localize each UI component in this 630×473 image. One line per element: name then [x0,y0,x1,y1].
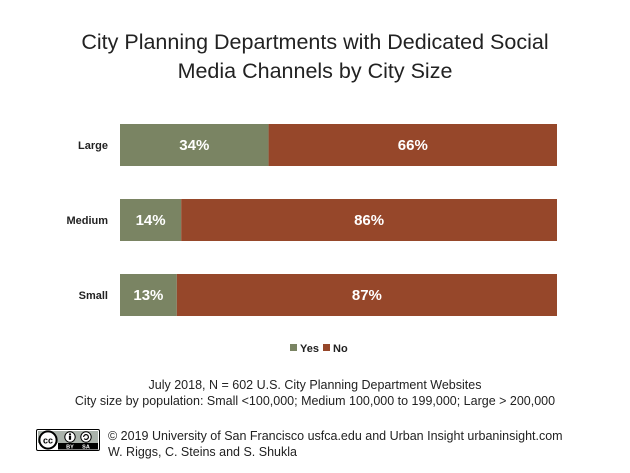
bar-yes-medium [120,199,182,241]
chart-title-line-2: Media Channels by City Size [177,59,453,83]
chart-title-line-1: City Planning Departments with Dedicated… [81,30,549,54]
data-label-no-medium: 86% [354,212,384,229]
cc-text: cc [43,435,53,445]
cc-by-sa-badge-icon: cc BY SA [36,429,100,451]
data-label-yes-small: 13% [133,287,163,304]
chart-note-city-size: City size by population: Small <100,000;… [74,394,556,408]
bar-no-large [268,124,557,166]
sa-text: SA [82,445,90,451]
legend-label-no: No [333,343,348,355]
by-text: BY [66,445,74,451]
bar-no-medium [181,199,557,241]
bar-no-small [176,274,557,316]
legend-label-yes: Yes [300,343,319,355]
bar-yes-large [120,124,269,166]
footer-authors: W. Riggs, C. Steins and S. Shukla [108,445,297,459]
data-label-no-large: 66% [398,137,428,154]
chart-title: City Planning Departments with Dedicated… [0,28,630,86]
category-label-small: Small [79,290,108,302]
data-label-no-small: 87% [352,287,382,304]
bar-yes-small [120,274,177,316]
category-label-large: Large [78,140,108,152]
category-label-medium: Medium [66,215,108,227]
data-label-yes-large: 34% [179,137,209,154]
footer-credits: © 2019 University of San Francisco usfca… [108,428,563,460]
data-label-yes-medium: 14% [136,212,166,229]
footer-copyright: © 2019 University of San Francisco usfca… [108,429,563,443]
chart-note-date: July 2018, N = 602 U.S. City Planning De… [148,378,482,392]
legend-swatch-yes [290,344,297,351]
legend-swatch-no [323,344,330,351]
